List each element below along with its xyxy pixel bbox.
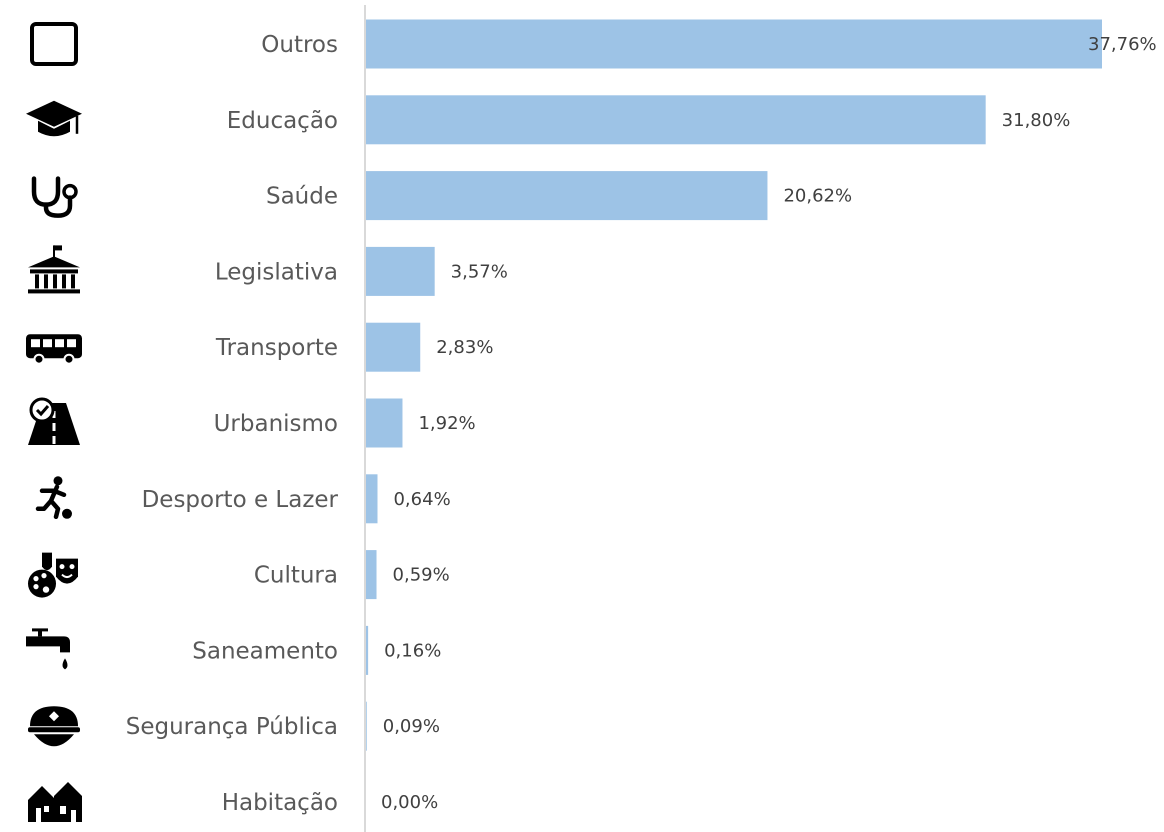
bar-desporto-e-lazer xyxy=(365,474,378,524)
value-label-saneamento: 0,16% xyxy=(384,640,441,661)
bar-legislativa xyxy=(365,246,435,296)
stethoscope-icon xyxy=(31,176,78,218)
category-label-desporto-e-lazer: Desporto e Lazer xyxy=(142,487,339,513)
government-building-icon xyxy=(28,245,80,294)
category-label-urbanismo: Urbanismo xyxy=(214,411,338,437)
category-label-outros: Outros xyxy=(261,32,338,58)
bars xyxy=(365,19,1102,751)
road-icon xyxy=(28,397,80,445)
value-label-desporto-e-lazer: 0,64% xyxy=(393,489,450,510)
bar-outros xyxy=(365,19,1102,69)
square-outline-icon xyxy=(30,22,78,66)
bar-transporte xyxy=(365,322,421,372)
category-label-educacao: Educação xyxy=(227,108,338,134)
soccer-player-icon xyxy=(35,476,72,520)
police-cap-icon xyxy=(28,706,80,747)
category-label-cultura: Cultura xyxy=(254,563,338,589)
category-label-seguranca-publica: Segurança Pública xyxy=(126,714,338,740)
value-label-saude: 20,62% xyxy=(783,186,852,207)
bar-educacao xyxy=(365,95,986,145)
bar-cultura xyxy=(365,550,377,600)
category-label-transporte: Transporte xyxy=(215,335,338,361)
bar-saneamento xyxy=(365,625,369,675)
water-faucet-icon xyxy=(26,628,70,670)
bus-icon xyxy=(26,334,82,365)
category-label-saneamento: Saneamento xyxy=(192,638,338,664)
bar-saude xyxy=(365,171,768,221)
value-label-seguranca-publica: 0,09% xyxy=(383,716,440,737)
value-label-transporte: 2,83% xyxy=(436,337,493,358)
category-label-habitacao: Habitação xyxy=(222,790,338,816)
value-label-educacao: 31,80% xyxy=(1002,110,1071,131)
value-labels: 37,76% 31,80% 20,62% 3,57% 2,83% 1,92% 0,64% 0,… xyxy=(381,34,1157,813)
value-label-legislativa: 3,57% xyxy=(451,261,508,282)
category-label-legislativa: Legislativa xyxy=(215,259,338,285)
value-label-urbanismo: 1,92% xyxy=(418,413,475,434)
value-label-habitacao: 0,00% xyxy=(381,792,438,813)
category-label-saude: Saúde xyxy=(266,184,338,210)
category-icons xyxy=(26,22,82,822)
theater-masks-palette-icon xyxy=(28,552,78,598)
value-label-cultura: 0,59% xyxy=(393,565,450,586)
bar-urbanismo xyxy=(365,398,403,448)
graduation-cap-icon xyxy=(26,100,82,137)
category-labels: Outros Educação Saúde Legislativa Transporte… xyxy=(126,32,339,816)
houses-icon xyxy=(28,782,82,822)
value-label-outros: 37,76% xyxy=(1088,34,1157,55)
